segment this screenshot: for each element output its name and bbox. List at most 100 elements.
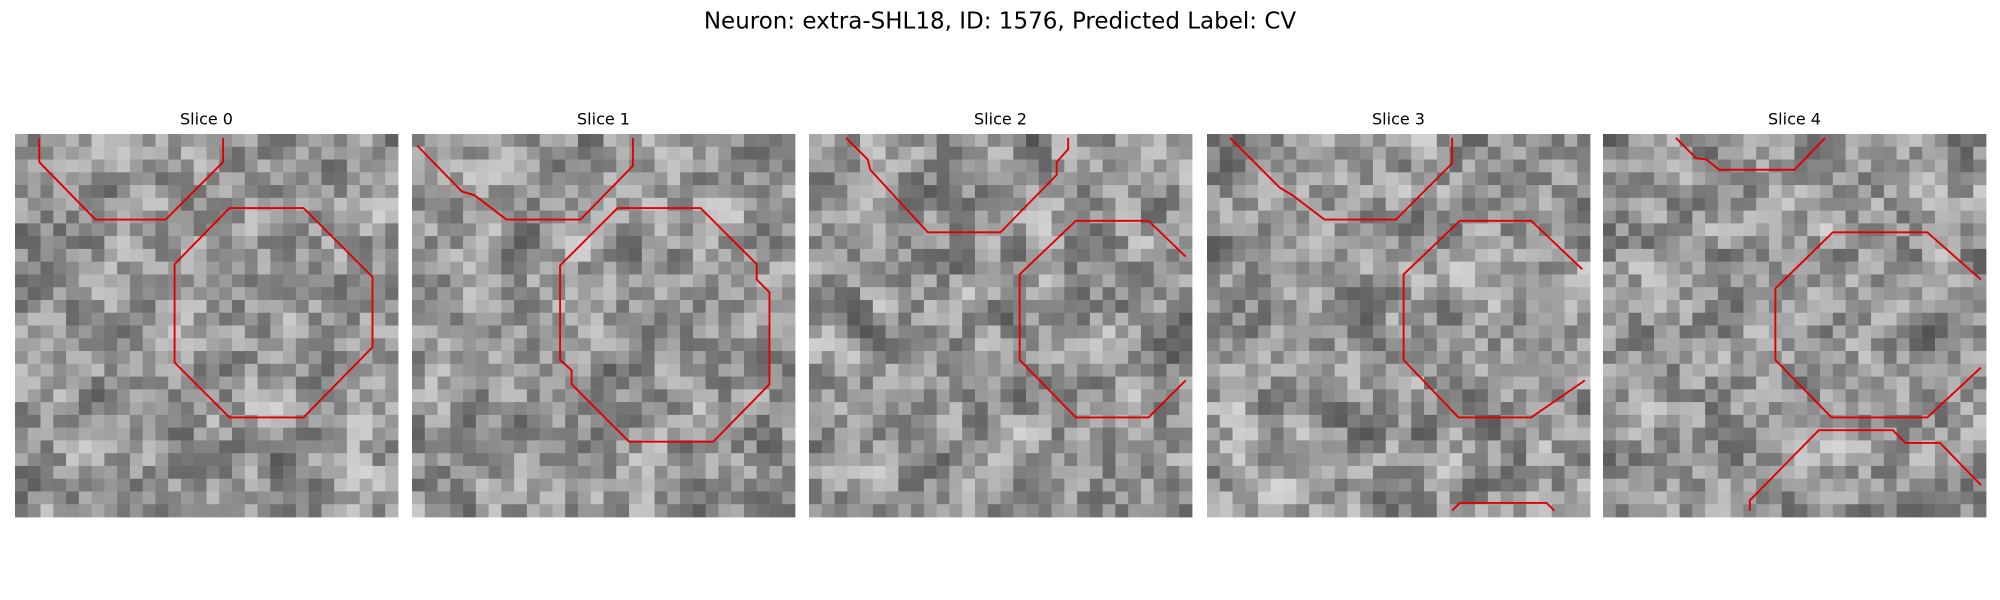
pixel — [385, 440, 399, 454]
pixel — [1756, 312, 1770, 326]
pixel — [142, 427, 156, 441]
pixel — [346, 159, 361, 173]
pixel — [552, 185, 566, 199]
pixel — [1398, 440, 1412, 454]
pixel — [629, 185, 643, 199]
pixel — [1462, 453, 1476, 467]
pixel — [987, 236, 1001, 250]
pixel — [53, 504, 67, 518]
pixel — [847, 287, 861, 301]
pixel — [1385, 248, 1399, 263]
pixel — [437, 389, 451, 403]
pixel — [860, 402, 874, 416]
pixel — [1347, 236, 1361, 250]
pixel — [923, 172, 938, 186]
pixel — [1360, 134, 1374, 148]
pixel — [359, 338, 373, 352]
pixel — [1321, 427, 1336, 441]
pixel — [180, 427, 195, 441]
contour — [560, 208, 769, 442]
pixel — [321, 504, 335, 518]
pixel — [526, 185, 541, 199]
pixel — [308, 159, 322, 173]
pixel — [1077, 363, 1091, 377]
pixel — [680, 248, 694, 263]
pixel — [898, 504, 912, 518]
pixel — [949, 172, 963, 186]
pixel — [1424, 351, 1438, 365]
pixel — [962, 440, 976, 454]
pixel — [283, 478, 297, 492]
pixel — [936, 363, 950, 377]
pixel — [1526, 376, 1540, 390]
pixel — [40, 325, 54, 339]
pixel — [718, 402, 732, 416]
pixel — [705, 299, 719, 314]
pixel — [1347, 478, 1361, 492]
pixel — [898, 478, 912, 492]
pixel — [104, 504, 118, 518]
pixel — [1705, 504, 1719, 518]
pixel — [78, 159, 92, 173]
pixel — [1115, 427, 1129, 441]
pixel — [1628, 453, 1642, 467]
pixel — [1077, 389, 1091, 403]
pixel — [1603, 389, 1617, 403]
pixel — [283, 236, 297, 250]
pixel — [1551, 325, 1565, 339]
pixel — [654, 402, 668, 416]
pixel — [552, 274, 566, 288]
pixel — [308, 376, 322, 390]
pixel — [1743, 427, 1757, 441]
pixel — [91, 261, 105, 275]
pixel — [40, 440, 54, 454]
pixel — [244, 376, 258, 390]
pixel — [129, 185, 144, 199]
pixel — [539, 491, 553, 505]
pixel — [1026, 338, 1040, 352]
pixel — [1179, 465, 1193, 480]
pixel — [1858, 134, 1872, 148]
pixel — [1102, 197, 1116, 211]
pixel — [705, 197, 719, 211]
pixel — [244, 504, 258, 518]
pixel — [539, 299, 553, 314]
pixel — [1922, 248, 1936, 263]
pixel — [872, 376, 886, 390]
pixel — [308, 414, 322, 429]
pixel — [629, 402, 643, 416]
pixel — [911, 491, 925, 505]
pixel — [1794, 223, 1808, 237]
pixel — [372, 236, 386, 250]
pixel — [526, 440, 541, 454]
pixel — [1051, 338, 1065, 352]
pixel — [1500, 402, 1514, 416]
pixel — [180, 402, 195, 416]
pixel — [1449, 172, 1463, 186]
pixel — [539, 389, 553, 403]
pixel — [514, 491, 528, 505]
pixel — [911, 414, 925, 429]
pixel — [885, 172, 899, 186]
pixel — [1270, 453, 1284, 467]
pixel — [667, 223, 681, 237]
pixel — [590, 478, 604, 492]
pixel — [1360, 299, 1374, 314]
pixel — [15, 274, 29, 288]
pixel — [15, 312, 29, 326]
pixel — [885, 299, 899, 314]
pixel — [1140, 351, 1155, 365]
pixel — [680, 197, 694, 211]
pixel — [1934, 478, 1949, 492]
pixel — [1820, 248, 1834, 263]
pixel — [872, 312, 886, 326]
pixel — [385, 146, 399, 160]
pixel — [1730, 478, 1744, 492]
pixel — [219, 402, 233, 416]
pixel — [1756, 389, 1770, 403]
pixel — [104, 376, 118, 390]
pixel — [1089, 287, 1104, 301]
pixel — [206, 325, 220, 339]
pixel — [1538, 504, 1553, 518]
pixel — [1026, 159, 1040, 173]
